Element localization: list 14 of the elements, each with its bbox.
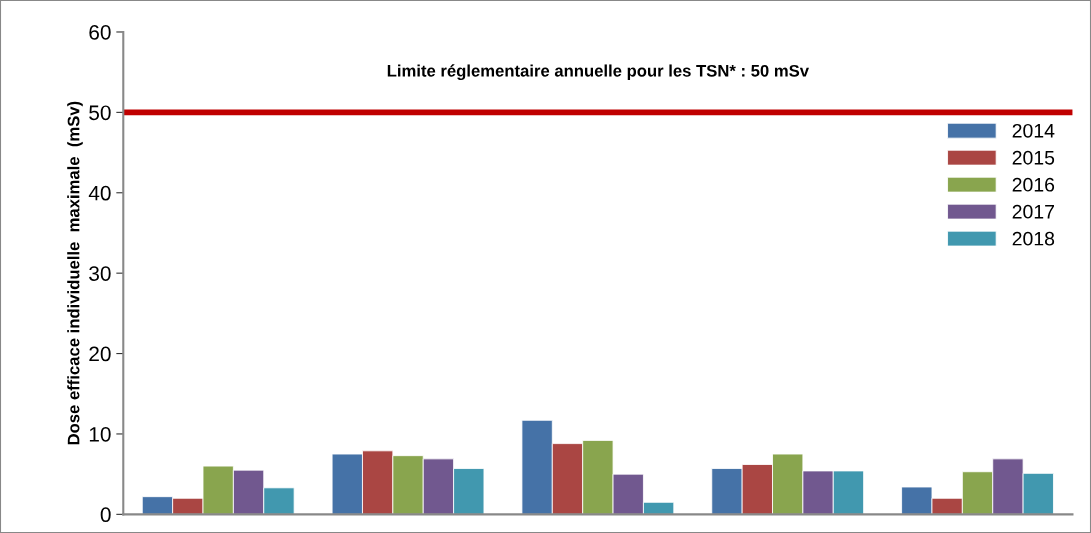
- ref-line-label: Limite réglementaire annuelle pour les TSN* : 50 mSv: [387, 64, 809, 81]
- y-axis-title: Dose efficace individuelle maximale (mSv): [67, 101, 83, 445]
- y-tick-label: 50: [89, 105, 111, 121]
- legend-label: 2016: [1012, 177, 1055, 192]
- y-tick-label: 30: [89, 266, 111, 281]
- y-tick-label: 0: [100, 507, 111, 523]
- y-tick-label: 40: [88, 185, 111, 201]
- legend-label: 2018: [1012, 231, 1055, 246]
- y-tick-label: 20: [89, 346, 111, 362]
- legend-label: 2015: [1012, 150, 1055, 165]
- y-tick-label: 60: [89, 24, 111, 40]
- y-tick-label: 10: [89, 426, 111, 442]
- legend-label: 2017: [1012, 204, 1054, 219]
- legend-label: 2014: [1012, 123, 1055, 138]
